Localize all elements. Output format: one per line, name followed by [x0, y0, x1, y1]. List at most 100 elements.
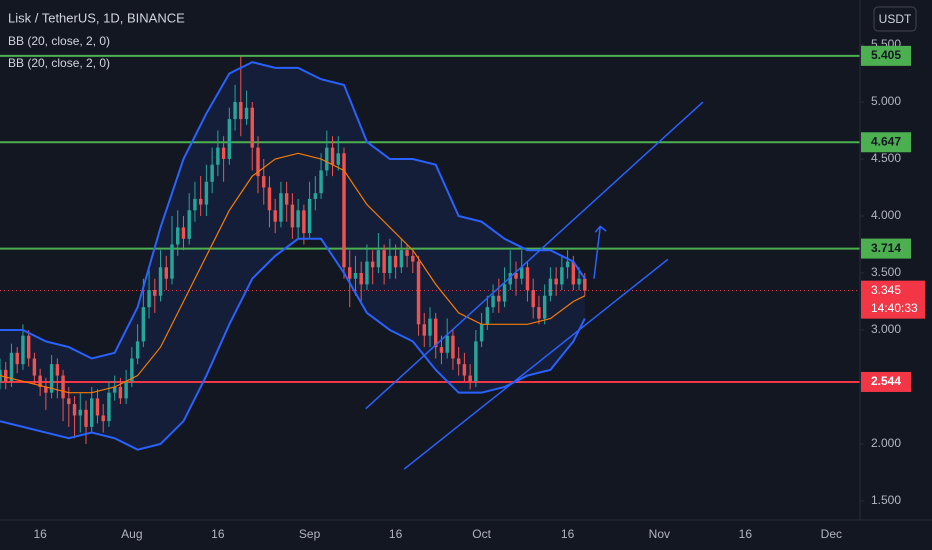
candle-body [164, 267, 168, 279]
candle-body [130, 358, 134, 382]
candle-body [4, 369, 8, 382]
candle-body [250, 107, 254, 148]
trendline [593, 226, 602, 279]
x-tick-label: 16 [561, 527, 575, 541]
candle-body [405, 250, 409, 256]
candle-body [61, 375, 65, 399]
candle-body [95, 398, 100, 416]
candle-body [302, 210, 306, 234]
candle-body [325, 147, 329, 171]
candle-body [193, 198, 197, 211]
candle-body [204, 181, 209, 205]
candle-body [38, 375, 42, 387]
candle-body [542, 295, 547, 319]
level-label-box [861, 45, 911, 66]
candle-body [571, 261, 576, 285]
candle-body [262, 176, 266, 188]
candle-body [279, 193, 283, 222]
candle-body [491, 295, 495, 308]
price-axis: 5.5005.0004.5004.0003.5003.0002.5002.000… [860, 37, 925, 507]
level-label-box [861, 371, 911, 392]
candle-body [67, 398, 71, 405]
candle-body [210, 164, 214, 182]
symbol-title: Lisk / TetherUS, 1D, BINANCE [8, 10, 185, 25]
candle-body [548, 278, 553, 296]
trendline [403, 258, 669, 470]
candle-body [267, 187, 272, 211]
last-price-box [861, 280, 925, 319]
candle-body [84, 409, 88, 427]
candle-body [525, 267, 530, 291]
candle-body [256, 147, 260, 177]
candle-body [554, 278, 558, 285]
candle-body [456, 358, 461, 365]
candle-body [502, 284, 507, 302]
y-tick-label: 2.000 [871, 436, 901, 450]
x-tick-label: Nov [649, 527, 670, 541]
candle-body [147, 290, 151, 308]
candle-body [422, 324, 426, 336]
candle-body [416, 261, 421, 325]
candle-body [531, 290, 535, 308]
band-line [0, 237, 586, 451]
candle-body [90, 398, 94, 427]
candle-body [462, 364, 467, 376]
candle-body [330, 147, 335, 165]
y-tick-label: 4.500 [871, 151, 901, 165]
candle-body [153, 290, 157, 296]
level-label-box [861, 238, 911, 259]
level-label: 5.405 [871, 48, 901, 62]
band-fill [0, 62, 585, 450]
candle-body [439, 347, 444, 353]
candle-body [468, 375, 472, 382]
level-label-box [861, 132, 911, 153]
candle-body [370, 261, 375, 268]
candle-body [158, 267, 163, 296]
candle-body [273, 210, 277, 222]
candle-body [376, 250, 381, 268]
currency-label[interactable]: USDT [879, 12, 912, 26]
candle-body [520, 267, 524, 279]
x-tick-label: 16 [211, 527, 225, 541]
candle-body [49, 364, 54, 393]
candle-body [514, 272, 518, 279]
candle-body [141, 307, 146, 342]
candle-body [388, 255, 392, 273]
candle-body [15, 352, 19, 365]
candle-body [353, 272, 358, 279]
candle-body [382, 250, 386, 273]
x-tick-label: Sep [299, 527, 321, 541]
candle-body [336, 153, 340, 165]
candle-body [284, 193, 289, 205]
candle-body [445, 335, 449, 353]
candle-body [187, 210, 191, 239]
candle-body [135, 341, 140, 359]
candle-body [451, 335, 455, 359]
candle-body [565, 261, 570, 268]
candle-body [348, 267, 352, 279]
candle-body [428, 318, 432, 336]
x-tick-label: Aug [121, 527, 142, 541]
indicator-label[interactable]: BB (20, close, 2, 0) [8, 56, 110, 70]
indicator-label[interactable]: BB (20, close, 2, 0) [8, 34, 110, 48]
x-tick-label: 16 [389, 527, 403, 541]
candle-body [319, 170, 323, 194]
candle-body [198, 198, 203, 205]
candle-body [112, 386, 117, 393]
currency-button[interactable] [873, 6, 917, 32]
band-line [0, 152, 586, 394]
candle-body [233, 102, 237, 120]
candle-body [244, 107, 249, 120]
candle-body [479, 324, 484, 342]
candle-body [26, 335, 31, 359]
level-label: 2.544 [871, 374, 901, 388]
candle-body [72, 404, 77, 416]
candle-body [313, 193, 318, 199]
candle-body [216, 147, 220, 165]
candle-body [44, 386, 48, 393]
candle-body [307, 198, 312, 234]
candle-body [434, 318, 438, 348]
